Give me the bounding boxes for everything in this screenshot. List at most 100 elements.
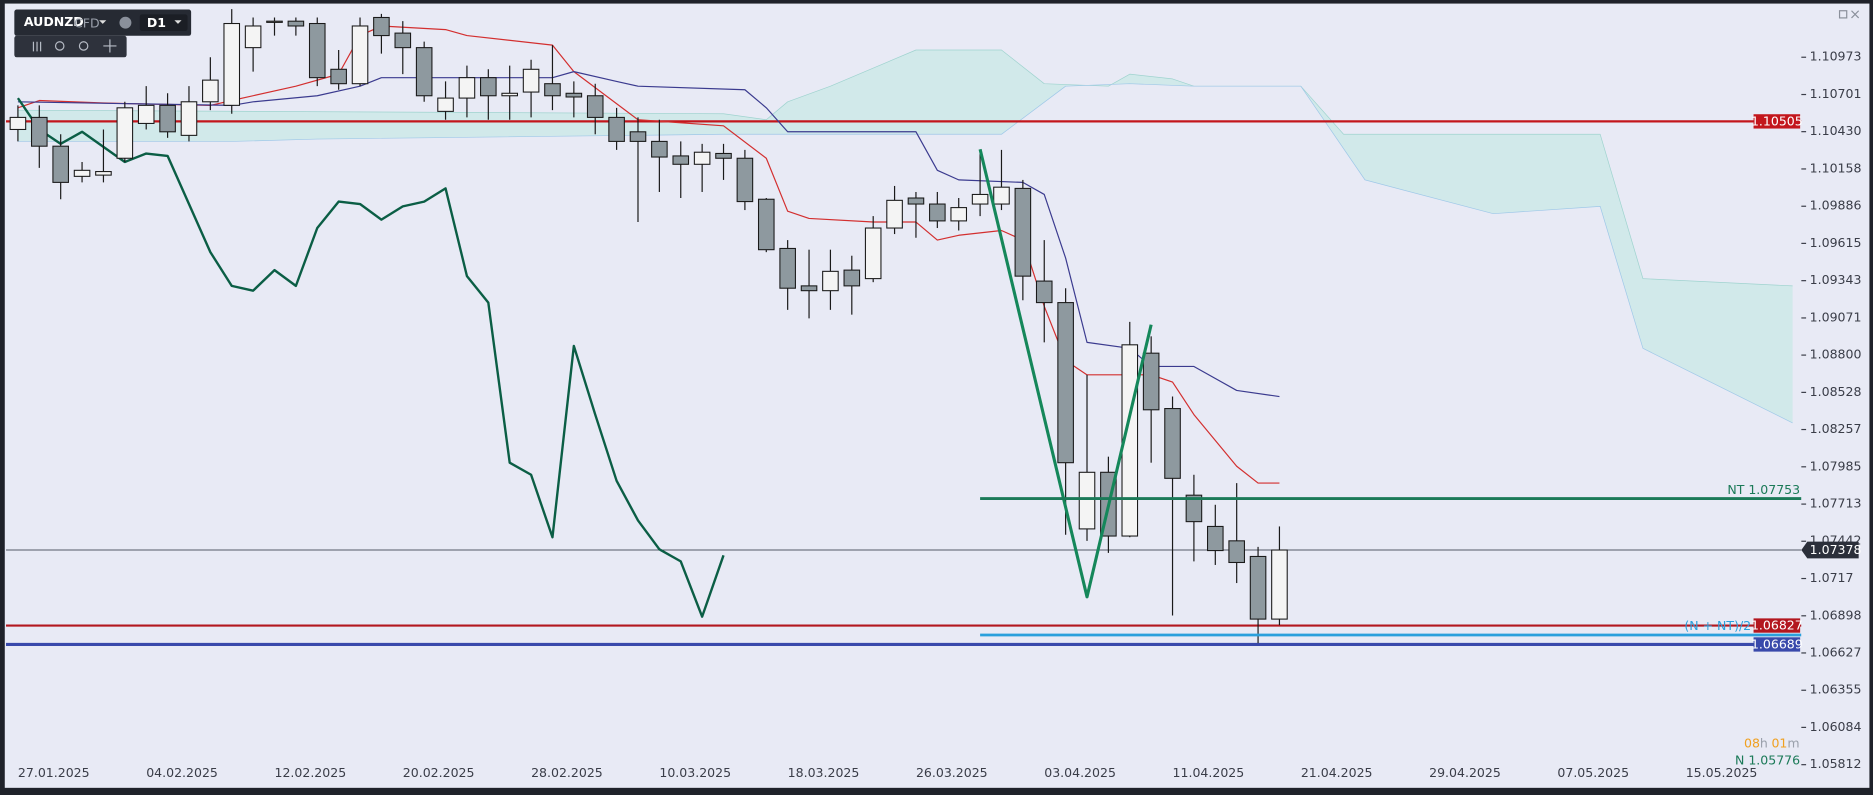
candle-body [1057,302,1074,464]
y-tick-label: 1.07713 [1810,496,1862,511]
candle-body [544,83,561,97]
candle-body [394,32,412,49]
timeframe[interactable]: D1 [147,15,166,30]
candle-body [864,227,882,280]
candle-body [73,169,91,177]
candle-body [822,270,839,292]
timeframe-box[interactable] [139,14,188,32]
chikou-line [16,97,725,618]
x-tick-label: 11.04.2025 [1173,765,1245,780]
candle-body [886,199,903,229]
candle-body [950,207,968,222]
candle-body [30,116,48,147]
candle-body [971,193,989,205]
level-price-box [1753,637,1801,652]
candle-body [715,152,732,159]
zoom-in-icon[interactable] [78,41,89,51]
candle-body [693,151,711,165]
candle-body [586,95,604,118]
candle-body [351,25,369,85]
last-price-box [1801,541,1859,559]
y-tick-label: 1.09886 [1810,198,1862,213]
plot-area [5,9,1802,647]
y-tick-label: 1.08257 [1810,421,1862,436]
y-tick-label: 1.09343 [1810,272,1862,287]
y-tick-label: 1.06898 [1810,607,1862,622]
dropdown-icon[interactable] [174,20,182,24]
candle-body [1014,187,1032,277]
candle-body [907,197,925,205]
candle-body [501,92,519,97]
close-icon[interactable] [1851,10,1860,19]
candle-body [651,140,668,158]
drawing-label: (N + NT)/2 [1684,618,1751,633]
x-tick-label: 10.03.2025 [659,765,731,780]
level-price-label: 1.06689 [1751,637,1803,652]
x-tick-label: 21.04.2025 [1301,765,1373,780]
candle-body [1206,525,1224,552]
candle-body [9,116,27,131]
candle-body [1249,555,1267,620]
toolbar: AUDNZD CFD D1 [14,9,192,58]
candle-body [929,203,946,222]
candle-body [1164,408,1181,479]
cloud-edge [17,49,1793,287]
candle-body [480,77,497,97]
instrument-type: CFD [74,15,100,30]
ichimoku-cloud [17,50,1793,423]
dropdown-icon[interactable] [99,20,107,24]
last-price-label: 1.07378 [1810,542,1862,557]
y-tick-label: 1.08528 [1810,384,1862,399]
level-price-label: 1.10505 [1751,113,1803,128]
x-tick-label: 29.04.2025 [1429,765,1501,780]
zoom-out-icon[interactable] [54,41,65,51]
x-tick-label: 26.03.2025 [916,765,988,780]
y-tick-label: 1.05812 [1810,756,1862,771]
price-axis: 1.10973 1.10701 1.10430 1.10158 1.09886 1.096… [1801,49,1862,771]
tools-bg [14,35,127,58]
y-tick-label: 1.09071 [1810,309,1862,324]
candle-body [565,92,583,98]
x-tick-label: 28.02.2025 [531,765,603,780]
window-icon[interactable] [1838,10,1848,19]
y-tick-label: 1.06084 [1810,719,1862,734]
x-tick-label: 27.01.2025 [18,765,90,780]
x-tick-label: 18.03.2025 [788,765,860,780]
countdown: 08h 01m [1744,735,1800,750]
candle-body [1228,540,1245,564]
crosshair-icon[interactable] [103,39,117,53]
pattern-line [978,148,1153,599]
countdown-minutes: 01 [1771,735,1787,750]
drawing-label: NT 1.07753 [1727,482,1800,497]
countdown-minutes-unit: m [1787,735,1799,750]
y-tick-label: 1.0717 [1810,570,1854,585]
candle-body [757,198,775,251]
candle-body [522,68,540,93]
candle-body [458,77,476,99]
indicator-icon[interactable] [32,41,42,52]
level-price-label: 1.06827 [1751,618,1803,633]
x-tick-label: 15.05.2025 [1686,765,1758,780]
candle-body [137,104,155,124]
y-tick-label: 1.07985 [1810,458,1862,473]
symbol[interactable]: AUDNZD [24,14,84,29]
annotation-label: N 1.05776 [1735,753,1800,768]
candle-body [437,97,454,112]
candle-body [95,171,112,176]
candle-body [415,47,433,97]
x-tick-label: 04.02.2025 [146,765,218,780]
candle-body [1185,494,1203,523]
candle-body [308,22,326,79]
candle-body [287,20,305,27]
candle-body [1035,280,1053,304]
candle-body [843,269,861,287]
candle-body [1078,471,1096,530]
info-icon[interactable] [119,16,132,29]
y-tick-label: 1.06355 [1810,682,1862,697]
y-tick-label: 1.06627 [1810,644,1862,659]
y-tick-label: 1.10701 [1810,86,1862,101]
y-tick-label: 1.10973 [1810,49,1862,64]
candle-body [244,25,262,49]
